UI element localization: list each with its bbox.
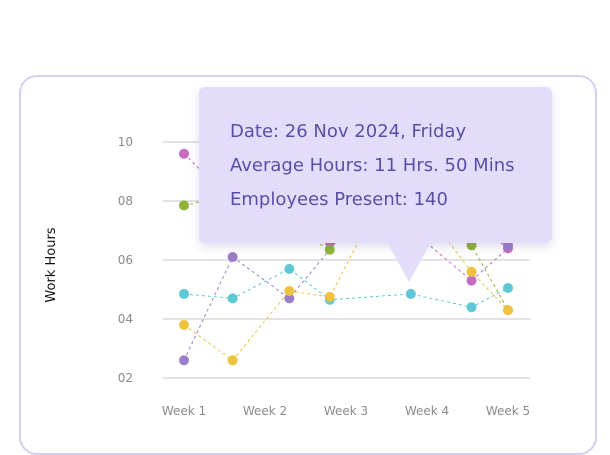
- y-tick-label: 10: [118, 135, 133, 149]
- data-point[interactable]: [466, 302, 477, 313]
- x-tick-label: Week 5: [486, 404, 530, 418]
- tooltip-employees-present: Employees Present: 140: [230, 189, 448, 210]
- tooltip-date: Date: 26 Nov 2024, Friday: [230, 121, 467, 142]
- data-tooltip: Date: 26 Nov 2024, Friday Average Hours:…: [199, 87, 552, 243]
- y-axis-label: Work Hours: [44, 227, 59, 302]
- data-point[interactable]: [324, 244, 335, 255]
- data-point[interactable]: [466, 266, 477, 277]
- data-point[interactable]: [324, 291, 335, 302]
- data-point[interactable]: [466, 275, 477, 286]
- data-point[interactable]: [227, 293, 238, 304]
- data-point[interactable]: [405, 288, 416, 299]
- y-tick-label: 04: [118, 312, 133, 326]
- x-tick-label: Week 3: [324, 404, 368, 418]
- data-point[interactable]: [179, 200, 189, 211]
- y-tick-label: 08: [118, 194, 133, 208]
- y-tick-label: 06: [118, 253, 133, 267]
- data-point[interactable]: [179, 148, 189, 159]
- x-tick-label: Week 1: [162, 404, 206, 418]
- data-point[interactable]: [179, 319, 189, 330]
- y-axis-ticks: 10 08 06 04 02: [118, 135, 133, 385]
- data-point[interactable]: [179, 355, 189, 366]
- data-point[interactable]: [227, 355, 238, 366]
- tooltip-average-hours: Average Hours: 11 Hrs. 50 Mins: [230, 155, 515, 176]
- data-point[interactable]: [284, 285, 295, 296]
- data-point[interactable]: [227, 252, 238, 263]
- data-point[interactable]: [284, 263, 295, 274]
- data-point[interactable]: [503, 305, 513, 316]
- x-tick-label: Week 2: [243, 404, 287, 418]
- data-point[interactable]: [179, 288, 189, 299]
- data-point[interactable]: [284, 293, 295, 304]
- data-point[interactable]: [503, 283, 513, 294]
- y-tick-label: 02: [118, 371, 133, 385]
- tooltip-pointer: [387, 242, 431, 282]
- x-axis-categories: Week 1 Week 2 Week 3 Week 4 Week 5: [162, 404, 530, 418]
- x-tick-label: Week 4: [405, 404, 449, 418]
